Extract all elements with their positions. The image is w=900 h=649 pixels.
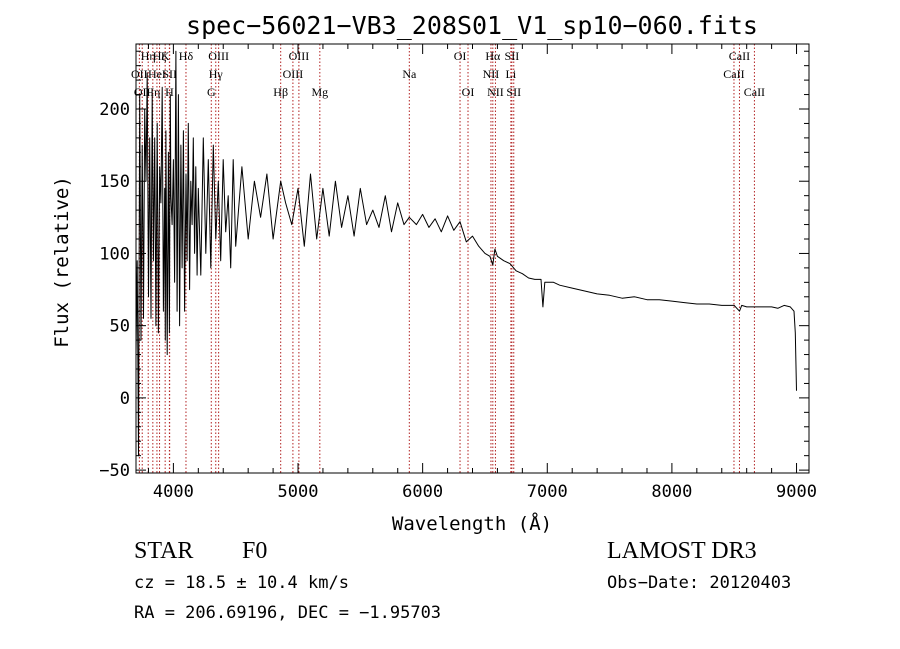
sky-coordinates: RA = 206.69196, DEC = −1.95703 [134, 603, 442, 623]
chart-title: spec−56021−VB3_208S01_V1_sp10−060.fits [186, 11, 758, 40]
survey-name: LAMOST DR3 [607, 538, 757, 564]
line-label-15: OIII [289, 49, 310, 63]
line-label-25: SII [506, 85, 521, 99]
x-tick-label-1: 5000 [278, 482, 319, 502]
x-tick-label-4: 8000 [651, 482, 692, 502]
line-label-14: OIII [283, 67, 304, 81]
redshift-cz: cz = 18.5 ± 10.4 km/s [134, 573, 349, 593]
line-label-13: Hβ [273, 85, 288, 99]
line-label-18: OI [454, 49, 467, 63]
y-axis-ticks: −50 0 50 100 150 200 [99, 50, 809, 481]
line-label-7: H [165, 85, 174, 99]
x-axis-ticks: 4000 5000 6000 7000 8000 9000 [147, 44, 817, 502]
line-label-12: OIII [208, 49, 229, 63]
line-label-28: CaII [744, 85, 765, 99]
line-label-22: NII [487, 85, 504, 99]
line-label-0: OII [131, 67, 148, 81]
x-axis-label: Wavelength (Å) [392, 512, 552, 535]
object-subclass: F0 [242, 538, 268, 564]
y-axis-label: Flux (relative) [51, 176, 73, 348]
y-tick-label-2: 50 [110, 317, 130, 337]
line-label-21: Hα [485, 49, 501, 63]
line-label-3: Hη [145, 85, 160, 99]
line-label-24: SII [505, 49, 520, 63]
object-class: STAR [134, 538, 194, 564]
line-label-26: CaII [723, 67, 744, 81]
x-tick-label-2: 6000 [402, 482, 443, 502]
line-label-5: Hζ [153, 49, 167, 63]
line-label-1: OII [134, 85, 151, 99]
line-label-2: Hη [141, 49, 156, 63]
y-tick-label-0: −50 [99, 461, 130, 481]
observation-date: Obs−Date: 20120403 [607, 573, 792, 593]
line-label-19: OI [462, 85, 475, 99]
line-label-10: G [207, 85, 216, 99]
spectrum-line [135, 50, 797, 457]
y-tick-label-4: 150 [99, 172, 130, 192]
y-tick-label-3: 100 [99, 244, 130, 264]
y-tick-label-5: 200 [99, 100, 130, 120]
x-tick-label-5: 9000 [776, 482, 817, 502]
line-label-23: Li [506, 67, 517, 81]
spectral-line-markers [138, 44, 755, 473]
line-label-4: HeI [148, 67, 166, 81]
plot-frame [135, 43, 810, 474]
spectral-line-labels: OIIOIIHηHηHeIHζKHSIIHδGHγOIIIHβOIIIOIIIM… [131, 49, 765, 99]
line-label-11: Hγ [209, 67, 224, 81]
line-label-9: Hδ [179, 49, 194, 63]
spectrum-chart: spec−56021−VB3_208S01_V1_sp10−060.fits O… [51, 11, 817, 535]
line-label-27: CaII [729, 49, 750, 63]
line-label-17: Na [402, 67, 417, 81]
line-label-6: K [161, 49, 170, 63]
line-label-16: Mg [311, 85, 328, 99]
x-tick-label-0: 4000 [153, 482, 194, 502]
x-tick-label-3: 7000 [527, 482, 568, 502]
line-label-8: SII [162, 67, 177, 81]
line-label-20: NII [483, 67, 500, 81]
y-tick-label-1: 0 [120, 389, 130, 409]
